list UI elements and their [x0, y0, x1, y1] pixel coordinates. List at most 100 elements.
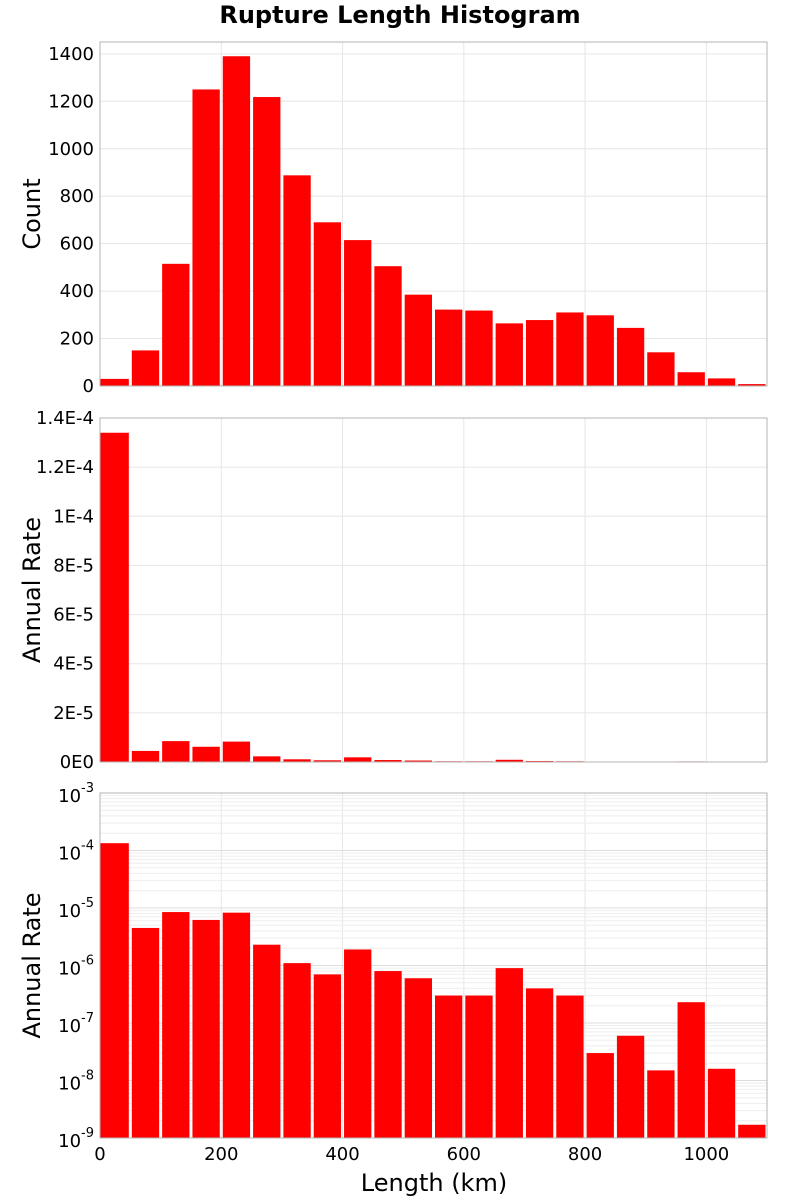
y-tick-label: 1.2E-4: [36, 457, 94, 478]
bar: [283, 175, 311, 386]
y-tick-label: 10-3: [58, 781, 94, 807]
y-tick-label: 10-5: [58, 896, 94, 922]
bar: [374, 760, 402, 762]
bar: [344, 949, 372, 1138]
plot-frame: [99, 41, 768, 387]
y-tick-label: 10-8: [58, 1069, 94, 1095]
bar: [435, 995, 463, 1138]
bar: [465, 310, 493, 386]
bar: [556, 995, 584, 1138]
bar: [222, 741, 251, 762]
bar: [313, 222, 342, 386]
plot-frame: [99, 792, 768, 1139]
panel-3: 10-9 10-8 10-7 10-6 10-5 10-4 10-3 Annual Rate: [18, 781, 768, 1152]
bar: [253, 97, 281, 386]
bar: [100, 843, 129, 1138]
bar: [374, 266, 402, 386]
y-tick-label: 400: [60, 281, 94, 302]
bar: [100, 432, 129, 762]
x-tick-label: 600: [447, 1144, 481, 1165]
bars: [100, 843, 766, 1138]
bar: [586, 315, 614, 386]
panel-1: 0 200 400 600 800 1000 1200 1400 Count: [18, 41, 768, 397]
y-tick-label: 8E-5: [53, 555, 94, 576]
x-tick-label: 400: [325, 1144, 359, 1165]
bar: [192, 919, 220, 1138]
bar: [707, 378, 736, 386]
bar: [556, 312, 584, 386]
bar: [495, 759, 523, 762]
x-tick-label: 800: [568, 1144, 602, 1165]
bar: [738, 384, 766, 386]
y-tick-label: 4E-5: [53, 654, 94, 675]
bar: [525, 988, 554, 1138]
x-tick-label: 0: [94, 1144, 105, 1165]
bar: [344, 240, 372, 386]
bar: [677, 1002, 705, 1138]
bar: [738, 1124, 766, 1138]
bar: [313, 974, 342, 1138]
bar: [647, 1070, 675, 1138]
bar: [586, 1053, 614, 1138]
bar: [131, 350, 160, 386]
gridlines: [100, 417, 767, 762]
y-tick-labels: 10-9 10-8 10-7 10-6 10-5 10-4 10-3: [58, 781, 94, 1152]
bar: [162, 263, 190, 386]
y-tick-label: 10-4: [58, 839, 94, 865]
y-tick-label: 0E0: [60, 752, 94, 773]
bar: [404, 978, 432, 1138]
panel-2: 0E0 2E-5 4E-5 6E-5 8E-5 1E-4 1.2E-4 1.4E-4 Annua…: [18, 408, 768, 773]
bar: [222, 912, 251, 1138]
y-tick-label: 10-7: [58, 1011, 94, 1037]
bar: [404, 760, 432, 762]
y-tick-label: 0: [83, 376, 94, 397]
chart-title: Rupture Length Histogram: [219, 1, 580, 29]
y-tick-label: 1200: [48, 91, 94, 112]
bar: [465, 995, 493, 1138]
bar: [495, 323, 523, 386]
bar: [100, 378, 129, 386]
x-tick-labels: 0 200 400 600 800 1000: [94, 1144, 729, 1165]
y-tick-label: 10-9: [58, 1126, 94, 1152]
bars: [100, 432, 766, 762]
y-tick-label: 1.4E-4: [36, 408, 94, 429]
bar: [616, 1035, 645, 1138]
y-tick-labels: 0E0 2E-5 4E-5 6E-5 8E-5 1E-4 1.2E-4 1.4E-4: [36, 408, 94, 773]
bar: [677, 372, 705, 386]
y-axis-label: Annual Rate: [18, 892, 46, 1038]
bar: [344, 757, 372, 762]
y-tick-label: 2E-5: [53, 703, 94, 724]
bar: [253, 756, 281, 762]
bar: [616, 327, 645, 386]
bar: [253, 944, 281, 1138]
x-tick-label: 200: [204, 1144, 238, 1165]
y-axis-label: Annual Rate: [18, 517, 46, 663]
bar: [131, 927, 160, 1138]
bar: [192, 89, 220, 386]
x-axis-label: Length (km): [361, 1169, 507, 1197]
bar: [707, 1068, 736, 1138]
bar: [283, 963, 311, 1138]
y-tick-label: 1E-4: [53, 506, 94, 527]
y-tick-label: 800: [60, 186, 94, 207]
bar: [313, 760, 342, 762]
bar: [192, 746, 220, 762]
panels: 0 200 400 600 800 1000 1200 1400 Count 0E0 2E-5 4E-…: [18, 41, 768, 1165]
bar: [283, 759, 311, 762]
y-tick-labels: 0 200 400 600 800 1000 1200 1400: [48, 44, 94, 397]
y-tick-label: 200: [60, 329, 94, 350]
bar: [435, 309, 463, 386]
bar: [162, 912, 190, 1138]
y-tick-label: 1400: [48, 44, 94, 65]
y-tick-label: 6E-5: [53, 605, 94, 626]
x-tick-label: 1000: [683, 1144, 729, 1165]
y-tick-label: 600: [60, 234, 94, 255]
y-tick-label: 1000: [48, 139, 94, 160]
y-tick-label: 10-6: [58, 954, 94, 980]
bar: [222, 56, 251, 386]
plot-frame: [99, 417, 768, 763]
y-axis-label: Count: [18, 178, 46, 249]
bar: [374, 971, 402, 1138]
bar: [495, 968, 523, 1138]
